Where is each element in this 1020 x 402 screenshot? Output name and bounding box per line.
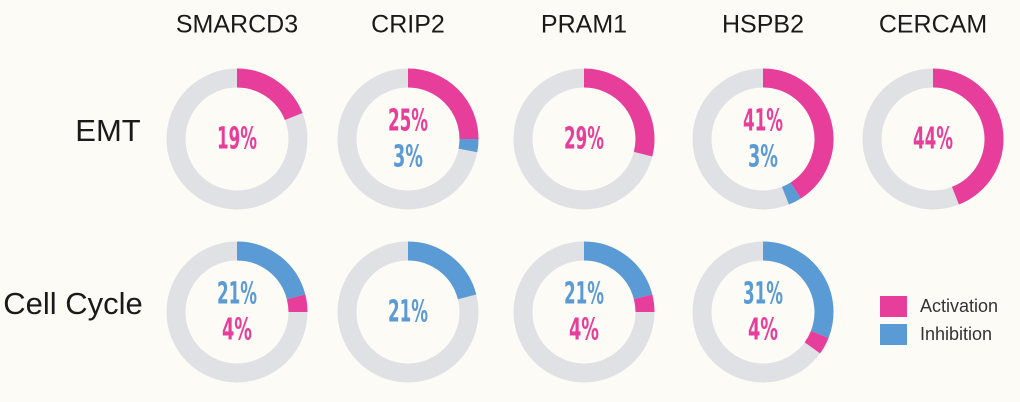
legend-label-activation: Activation: [920, 296, 998, 316]
donut-grid: 19%25%3%29%41%3%44%21%4%21%21%4%31%4%: [166, 68, 1004, 383]
arc-activation-crip2: [407, 68, 479, 140]
value-label-inhibition: 21%: [388, 295, 428, 330]
donut-cell-cycle-smarcd3: 21%4%: [166, 241, 308, 383]
value-label-activation: 29%: [564, 122, 604, 157]
value-label-activation: 4%: [569, 313, 599, 348]
value-label-inhibition: 31%: [743, 277, 783, 312]
donut-emt-hspb2: 41%3%: [692, 68, 834, 210]
arc-inhibition-pram1: [583, 241, 653, 300]
gene-labels: SMARCD3 CRIP2 PRAM1 HSPB2 CERCAM: [176, 11, 987, 39]
gene-label-cercam: CERCAM: [879, 11, 987, 39]
value-label-activation: 25%: [388, 104, 428, 139]
gene-label-pram1: PRAM1: [541, 11, 627, 39]
gene-label-crip2: CRIP2: [371, 11, 445, 39]
legend: Activation Inhibition: [880, 296, 998, 345]
value-label-activation: 41%: [743, 104, 783, 139]
arc-activation-hspb2: [762, 68, 834, 199]
legend-label-inhibition: Inhibition: [920, 324, 992, 344]
donut-emt-cercam: 44%: [862, 68, 1004, 210]
arc-activation-smarcd3: [286, 294, 308, 313]
value-label-activation: 4%: [748, 313, 778, 348]
arc-activation-smarcd3: [236, 68, 303, 121]
value-label-activation: 19%: [217, 122, 257, 157]
donut-cell-cycle-crip2: 21%: [337, 241, 479, 383]
pathway-label-cell-cycle: Cell Cycle: [3, 286, 143, 321]
value-label-inhibition: 21%: [564, 277, 604, 312]
donut-cell-cycle-pram1: 21%4%: [513, 241, 655, 383]
legend-swatch-inhibition: [880, 324, 907, 345]
arc-inhibition-crip2: [458, 138, 479, 153]
gene-label-smarcd3: SMARCD3: [176, 11, 298, 39]
arc-inhibition-smarcd3: [236, 241, 306, 300]
value-label-activation: 44%: [913, 122, 953, 157]
legend-swatch-activation: [880, 296, 907, 317]
gene-label-hspb2: HSPB2: [722, 11, 804, 39]
arc-inhibition-crip2: [407, 241, 477, 300]
donut-cell-cycle-hspb2: 31%4%: [692, 241, 834, 383]
donut-emt-smarcd3: 19%: [166, 68, 308, 210]
arc-activation-pram1: [633, 294, 655, 313]
arc-activation-hspb2: [804, 330, 829, 354]
donut-emt-crip2: 25%3%: [337, 68, 479, 210]
arc-activation-pram1: [583, 68, 655, 157]
donut-emt-pram1: 29%: [513, 68, 655, 210]
value-label-inhibition: 3%: [748, 140, 778, 175]
value-label-inhibition: 21%: [217, 277, 257, 312]
value-label-inhibition: 3%: [393, 140, 423, 175]
pathway-label-emt: EMT: [75, 113, 141, 148]
pathway-labels: EMT Cell Cycle: [3, 113, 143, 321]
arc-inhibition-hspb2: [781, 182, 801, 205]
arc-activation-cercam: [932, 68, 1004, 205]
arc-inhibition-hspb2: [762, 241, 834, 338]
value-label-activation: 4%: [222, 313, 252, 348]
